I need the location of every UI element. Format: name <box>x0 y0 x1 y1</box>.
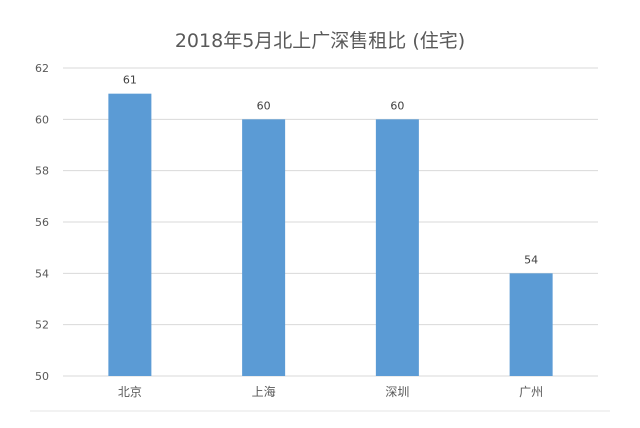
y-tick-label-58: 58 <box>35 165 49 178</box>
labels: 50 52 54 56 58 60 62 61 北京 60 上海 60 深圳 54 广州 <box>35 62 543 399</box>
y-tick-label-56: 56 <box>35 216 49 229</box>
y-tick-label-52: 52 <box>35 319 49 332</box>
y-tick-label-50: 50 <box>35 370 49 383</box>
x-category-label-3: 广州 <box>519 385 543 399</box>
x-category-label-0: 北京 <box>118 385 142 399</box>
data-label-1: 60 <box>257 99 271 112</box>
data-label-3: 54 <box>524 253 538 266</box>
y-tick-label-60: 60 <box>35 113 49 126</box>
data-label-0: 61 <box>123 74 137 87</box>
x-category-label-2: 深圳 <box>385 385 409 399</box>
gridlines <box>30 67 610 412</box>
y-tick-label-54: 54 <box>35 267 49 280</box>
bar-0 <box>108 93 152 377</box>
bar-3 <box>509 273 553 376</box>
chart-title: 2018年5月北上广深售租比 (住宅) <box>174 30 466 52</box>
bars <box>108 93 553 377</box>
data-label-2: 60 <box>390 99 404 112</box>
x-category-label-1: 上海 <box>252 384 276 399</box>
bar-1 <box>242 119 286 376</box>
bar-2 <box>375 119 419 376</box>
y-tick-label-62: 62 <box>35 62 49 75</box>
